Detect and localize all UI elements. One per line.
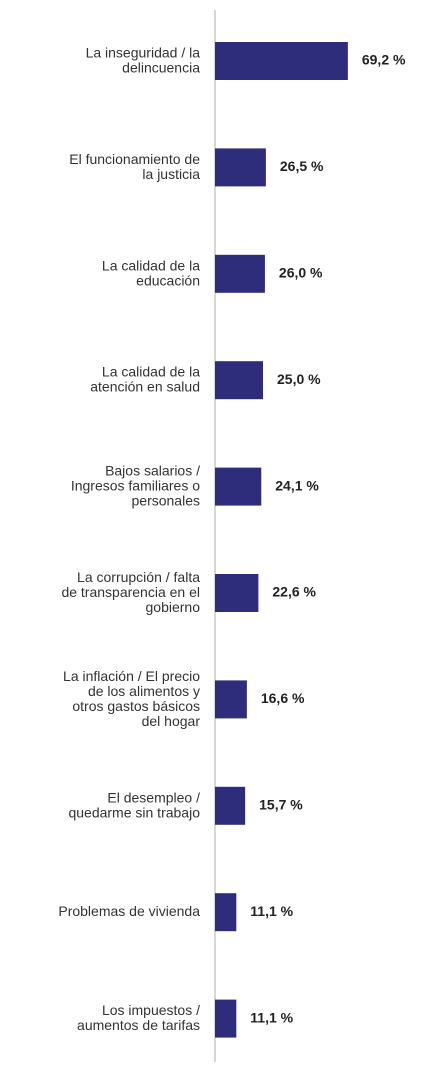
bar xyxy=(215,467,262,506)
category-label-line: La calidad de la xyxy=(102,257,200,273)
category-label-line: La inflación / El precio xyxy=(63,668,200,684)
category-label-line: educación xyxy=(136,272,200,288)
category-label: El desempleo / quedarme sin trabajo xyxy=(68,789,200,820)
category-label: La calidad de la educación xyxy=(102,257,200,288)
category-label-line: El funcionamiento de xyxy=(69,151,200,167)
value-label: 15,7 % xyxy=(259,797,303,813)
category-label-line: Ingresos familiares o xyxy=(71,477,200,493)
bar xyxy=(215,786,246,825)
category-label: El funcionamiento de la justicia xyxy=(69,151,200,182)
category-label-line: de transparencia en el xyxy=(61,584,200,600)
value-label: 26,5 % xyxy=(280,158,324,174)
category-label-line: otros gastos básicos xyxy=(72,698,200,714)
bar xyxy=(215,680,247,719)
bar xyxy=(215,999,237,1038)
category-label-line: aumentos de tarifas xyxy=(77,1017,200,1033)
category-label-line: gobierno xyxy=(146,599,201,615)
category-label-line: atención en salud xyxy=(90,378,200,394)
bar xyxy=(215,574,259,612)
value-label: 26,0 % xyxy=(279,265,323,281)
category-label: La inseguridad / la delincuencia xyxy=(86,44,201,75)
value-label: 16,6 % xyxy=(261,690,305,706)
category-label-line: de los alimentos y xyxy=(88,683,200,699)
category-label: La corrupción / falta de transparencia en… xyxy=(61,569,200,615)
value-label: 22,6 % xyxy=(272,584,316,600)
category-label: La inflación / El precio de los alimentos… xyxy=(63,668,200,729)
category-label-line: La calidad de la xyxy=(102,363,200,379)
value-label: 11,1 % xyxy=(250,903,293,919)
category-label-line: Problemas de vivienda xyxy=(58,903,200,919)
bar xyxy=(215,361,263,400)
category-label-line: la justicia xyxy=(142,166,200,182)
category-label-line: Bajos salarios / xyxy=(105,462,200,478)
value-label: 25,0 % xyxy=(277,371,321,387)
category-label-line: personales xyxy=(132,492,201,508)
category-label-line: La inseguridad / la xyxy=(86,44,201,60)
category-label-line: delincuencia xyxy=(122,59,200,75)
bar xyxy=(215,148,266,187)
value-label: 11,1 % xyxy=(250,1009,293,1025)
category-label-line: Los impuestos / xyxy=(102,1002,200,1018)
bar xyxy=(215,254,265,293)
value-label: 69,2 % xyxy=(362,52,406,68)
category-label: La calidad de la atención en salud xyxy=(90,363,200,394)
category-label: Los impuestos / aumentos de tarifas xyxy=(77,1002,200,1033)
bar xyxy=(215,893,237,932)
category-label-line: La corrupción / falta xyxy=(77,569,200,585)
category-label: Bajos salarios / Ingresos familiares o per… xyxy=(71,462,200,508)
category-label-line: quedarme sin trabajo xyxy=(68,804,200,820)
category-label: Problemas de vivienda xyxy=(58,903,200,919)
value-label: 24,1 % xyxy=(275,477,319,493)
bar xyxy=(215,42,348,80)
category-label-line: del hogar xyxy=(142,713,201,729)
category-label-line: El desempleo / xyxy=(107,789,200,805)
